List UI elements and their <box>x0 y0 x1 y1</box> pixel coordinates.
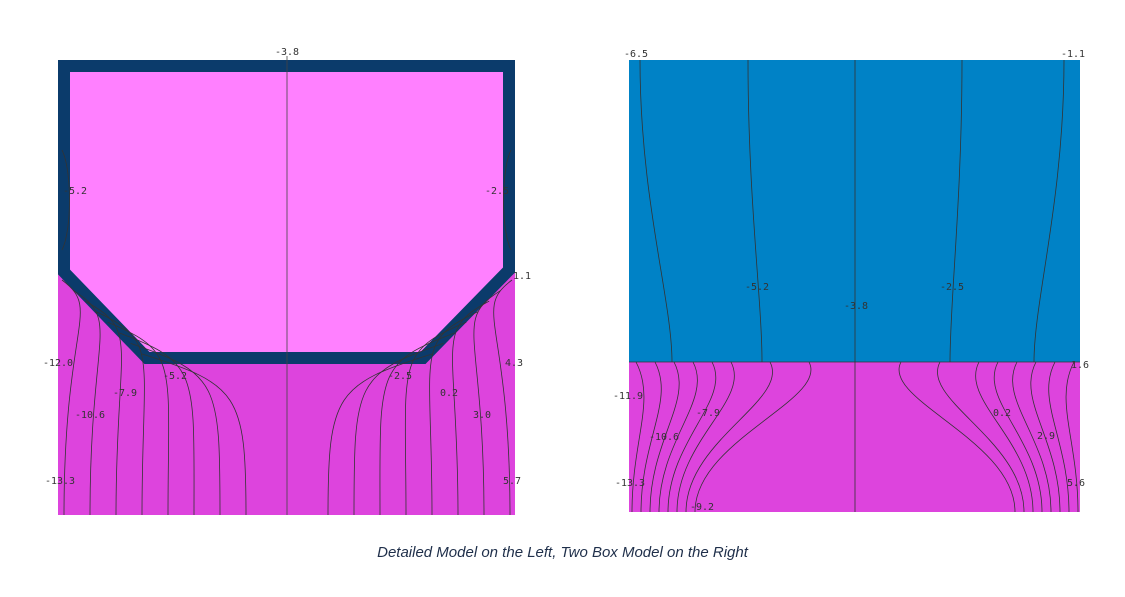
contour-label: -12.0 <box>43 358 73 369</box>
contour-line <box>404 321 467 516</box>
contour-label: -10.6 <box>649 432 679 443</box>
contour-line <box>640 361 662 513</box>
contour-line <box>130 343 221 516</box>
contour-label: -7.9 <box>696 408 720 419</box>
contour-label: 1.6 <box>1071 360 1089 371</box>
contour-line <box>429 311 478 516</box>
contour-line <box>694 361 812 513</box>
contour-line <box>84 300 122 516</box>
contour-label: 5.7 <box>503 476 521 487</box>
upper-box <box>58 60 515 364</box>
contour-line <box>119 332 195 516</box>
contour-line <box>658 361 698 513</box>
contour-line <box>639 59 673 363</box>
contour-label: 5.6 <box>1067 478 1085 489</box>
contour-line <box>975 361 1034 513</box>
contour-line <box>747 59 763 363</box>
labels: -3.8 -5.2 -2.5 1.1 -12.0 -5.2 -2.5 4.3 -7.9 0.2 -1… <box>43 47 1089 513</box>
right-panel <box>629 59 1080 513</box>
contour-label: -7.9 <box>113 388 137 399</box>
contour-label: 2.9 <box>1037 431 1055 442</box>
contour-line <box>1033 59 1065 363</box>
lower-box <box>629 362 1080 512</box>
contour-label: -5.2 <box>745 282 769 293</box>
contour-line <box>353 343 444 516</box>
contour-label: 3.0 <box>473 410 491 421</box>
contour-line <box>1065 361 1079 513</box>
contour-line <box>1048 361 1070 513</box>
contour-label: -10.6 <box>75 410 105 421</box>
contour-label: -13.3 <box>615 478 645 489</box>
contour-label: -5.2 <box>63 186 87 197</box>
contour-line <box>61 149 70 251</box>
contour-line <box>327 353 433 516</box>
contours <box>61 149 513 516</box>
contour-label: -3.8 <box>844 301 868 312</box>
caption: Detailed Model on the Left, Two Box Mode… <box>377 544 748 561</box>
contour-label: -3.8 <box>275 47 299 58</box>
contour-label: -2.5 <box>940 282 964 293</box>
contour-line <box>1030 361 1061 513</box>
contour-line <box>949 59 963 363</box>
contour-label: 0.2 <box>440 388 458 399</box>
contour-label: -5.2 <box>163 371 187 382</box>
contour-line <box>107 321 170 516</box>
contour-line <box>685 361 773 513</box>
contour-label: -1.1 <box>1061 49 1085 60</box>
contour-line <box>141 353 247 516</box>
contour-line <box>379 332 455 516</box>
contour-figure: -3.8 -5.2 -2.5 1.1 -12.0 -5.2 -2.5 4.3 -7.9 0.2 -1… <box>43 47 1089 516</box>
contour-label: -2.5 <box>388 371 412 382</box>
contour-line <box>452 300 490 516</box>
contour-label: -9.2 <box>690 502 714 513</box>
contour-line <box>473 290 501 516</box>
contour-label: 4.3 <box>505 358 523 369</box>
contours <box>631 59 1079 513</box>
contour-line <box>73 290 101 516</box>
contour-line <box>676 361 735 513</box>
upper-box <box>629 60 1080 362</box>
contour-line <box>649 361 680 513</box>
contour-line <box>1012 361 1052 513</box>
contour-line <box>898 361 1016 513</box>
contour-line <box>993 361 1043 513</box>
contour-line <box>503 149 512 251</box>
contour-line <box>937 361 1025 513</box>
contour-line <box>667 361 717 513</box>
contour-line <box>96 311 145 516</box>
contour-line <box>631 361 645 513</box>
contour-label: 0.2 <box>993 408 1011 419</box>
contour-label: -6.5 <box>624 49 648 60</box>
contour-label: -13.3 <box>45 476 75 487</box>
contour-label: -11.9 <box>613 391 643 402</box>
contour-label: 1.1 <box>513 271 531 282</box>
contour-label: -2.5 <box>485 186 509 197</box>
left-panel <box>58 56 515 516</box>
